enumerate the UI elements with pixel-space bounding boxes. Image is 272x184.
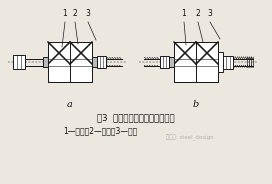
Bar [92,57,97,67]
Bar [174,42,196,82]
Text: b: b [193,100,199,109]
Bar [174,42,196,82]
Text: 图3  高强度螺栓安装时垫圈设置: 图3 高强度螺栓安装时垫圈设置 [97,113,175,122]
Bar [48,42,70,82]
Bar [196,42,218,82]
Bar [70,42,92,82]
Bar [218,52,223,72]
Text: a: a [67,100,73,109]
Bar [48,42,70,82]
Bar [160,56,169,68]
Bar [13,55,25,69]
Text: 2: 2 [73,9,77,18]
Text: 2: 2 [196,9,200,18]
Text: 3: 3 [86,9,90,18]
Text: 3: 3 [208,9,212,18]
Text: 1: 1 [182,9,186,18]
Bar [223,56,233,68]
Text: 1—螺栓；2—垫圈；3—螺母: 1—螺栓；2—垫圈；3—螺母 [63,126,137,135]
Text: 1: 1 [63,9,67,18]
Bar [70,42,92,82]
Bar [43,57,48,67]
Bar [169,57,174,67]
Text: 微信号: steel_design: 微信号: steel_design [166,135,214,141]
Bar [97,56,106,68]
Bar [196,42,218,82]
